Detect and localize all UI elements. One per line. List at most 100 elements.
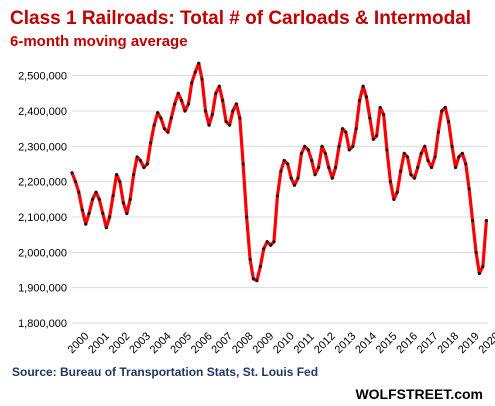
y-tick-label: 2,100,000 — [18, 212, 67, 224]
data-point — [440, 109, 444, 113]
data-point — [90, 197, 95, 201]
data-point — [409, 173, 413, 177]
data-point — [320, 144, 324, 148]
data-point — [279, 169, 283, 173]
x-tick-label: 2015 — [374, 330, 400, 356]
data-point — [282, 158, 286, 163]
data-point — [313, 173, 317, 177]
data-point — [275, 194, 280, 198]
data-point — [207, 123, 211, 127]
data-point — [121, 201, 125, 205]
data-point — [412, 176, 417, 180]
data-point — [395, 190, 399, 194]
data-point — [402, 151, 406, 155]
data-point — [327, 165, 331, 170]
x-tick-label: 2012 — [312, 330, 338, 356]
x-tick-label: 2013 — [333, 330, 359, 356]
data-point — [364, 95, 368, 99]
data-point — [416, 165, 420, 170]
data-point — [101, 211, 105, 216]
data-point — [111, 194, 115, 198]
data-point — [272, 240, 276, 244]
x-tick-label: 2019 — [456, 330, 482, 356]
data-point — [292, 183, 297, 187]
data-point — [460, 151, 464, 155]
data-point — [361, 84, 365, 88]
data-point — [107, 215, 112, 219]
data-point — [203, 109, 208, 113]
data-point — [419, 151, 423, 155]
data-point — [128, 197, 132, 201]
data-point — [354, 127, 358, 131]
data-point — [310, 158, 314, 163]
data-point — [306, 148, 310, 152]
data-point — [118, 180, 122, 184]
data-point — [399, 169, 403, 173]
data-point — [193, 70, 197, 74]
data-point — [210, 112, 214, 117]
data-point — [375, 134, 379, 138]
data-point — [337, 144, 341, 148]
data-point — [344, 130, 348, 134]
data-point — [474, 250, 478, 254]
data-point — [255, 279, 259, 283]
data-point — [224, 120, 228, 124]
data-point — [340, 127, 345, 131]
data-point — [186, 102, 191, 106]
data-point — [159, 116, 163, 120]
data-point — [368, 116, 372, 120]
data-point — [173, 102, 177, 106]
data-point — [358, 98, 362, 102]
wolfstreet-credit: WOLFSTREET.com — [355, 386, 483, 402]
data-point — [450, 144, 454, 148]
data-point — [214, 91, 218, 95]
data-point — [231, 109, 235, 113]
x-tick-label: 2018 — [435, 330, 461, 356]
x-tick-label: 2002 — [107, 330, 133, 356]
chart-subtitle: 6-month moving average — [10, 33, 188, 50]
data-point — [330, 176, 334, 180]
y-tick-label: 2,000,000 — [18, 247, 67, 259]
data-point — [176, 91, 180, 95]
y-tick-label: 1,800,000 — [18, 318, 67, 330]
x-tick-label: 2006 — [189, 330, 215, 356]
data-point — [388, 180, 393, 184]
x-tick-label: 2017 — [415, 330, 441, 356]
y-tick-label: 2,500,000 — [18, 71, 67, 83]
data-point — [84, 222, 88, 226]
series-line — [70, 61, 488, 283]
x-tick-label: 2020 — [477, 330, 495, 356]
data-point — [132, 173, 136, 177]
data-point — [382, 112, 386, 117]
y-tick-label: 2,300,000 — [18, 141, 67, 153]
data-point — [436, 130, 440, 134]
x-tick-label: 2007 — [209, 330, 235, 356]
data-point — [423, 144, 427, 148]
x-tick-label: 2014 — [353, 330, 379, 356]
data-point — [138, 158, 143, 163]
data-point — [183, 109, 187, 113]
data-point — [241, 162, 245, 166]
data-point — [433, 155, 437, 159]
x-tick-label: 2009 — [251, 330, 277, 356]
x-tick-label: 2011 — [292, 331, 317, 356]
data-point — [470, 218, 475, 223]
data-point — [245, 215, 249, 219]
grid — [72, 75, 488, 324]
data-point — [197, 61, 201, 65]
data-point — [70, 171, 74, 175]
data-point — [467, 187, 471, 191]
data-point — [169, 116, 173, 120]
data-point — [443, 105, 447, 110]
x-tick-label: 2010 — [271, 330, 297, 356]
data-point — [323, 151, 327, 155]
data-point — [262, 247, 266, 251]
data-point — [333, 165, 338, 170]
data-point — [477, 271, 481, 276]
data-point — [156, 111, 160, 115]
data-point — [286, 162, 290, 166]
y-tick-label: 1,900,000 — [18, 283, 67, 295]
data-point — [166, 130, 170, 134]
data-point — [77, 190, 81, 194]
